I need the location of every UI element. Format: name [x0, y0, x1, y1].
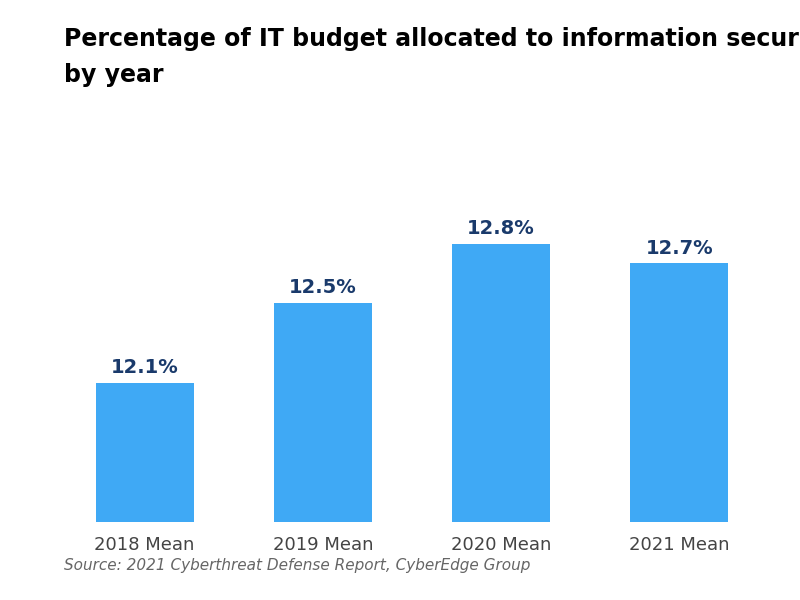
Text: Source: 2021 Cyberthreat Defense Report, CyberEdge Group: Source: 2021 Cyberthreat Defense Report,…: [64, 558, 530, 573]
Bar: [96, 383, 194, 600]
Text: 12.5%: 12.5%: [289, 278, 357, 297]
Bar: [452, 244, 550, 600]
Bar: [630, 263, 728, 600]
Bar: [274, 303, 372, 600]
Text: 12.7%: 12.7%: [646, 239, 713, 257]
Text: Percentage of IT budget allocated to information security,: Percentage of IT budget allocated to inf…: [64, 27, 800, 51]
Text: 12.1%: 12.1%: [110, 358, 178, 377]
Text: by year: by year: [64, 63, 163, 87]
Text: 12.8%: 12.8%: [467, 218, 535, 238]
